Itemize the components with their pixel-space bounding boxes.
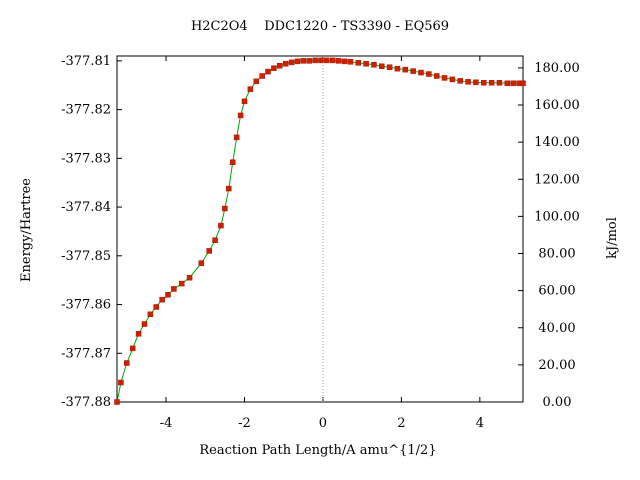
y-axis-ticks: -377.81 -377.82 -377.83 -377.84 -377.85 -377.… (61, 54, 122, 410)
data-point (135, 331, 142, 337)
y-axis-label: Energy/Hartree (19, 178, 34, 282)
data-point (418, 69, 424, 76)
data-point (433, 73, 440, 79)
data-point (496, 80, 503, 86)
data-point (171, 286, 177, 292)
y2-tick-label: 120.00 (534, 172, 580, 187)
x-tick-label: 0 (319, 416, 327, 431)
data-point (312, 57, 318, 64)
data-point (473, 79, 479, 86)
data-point (178, 280, 185, 287)
data-point (265, 68, 271, 75)
data-point (510, 80, 516, 87)
data-point (186, 274, 193, 281)
data-point (318, 57, 324, 64)
data-point (141, 321, 148, 327)
x-axis-ticks: -4 -2 0 2 4 (160, 56, 484, 431)
data-point (233, 134, 240, 141)
data-point (129, 345, 136, 352)
y2-tick-label: 100.00 (534, 209, 580, 224)
data-point (271, 65, 277, 71)
y2-tick-label: 80.00 (538, 247, 575, 262)
data-point (277, 63, 283, 69)
y2-tick-label: 140.00 (534, 135, 580, 150)
data-point (153, 304, 159, 310)
y-tick-label: -377.81 (61, 54, 111, 69)
y-tick-label: -377.88 (61, 395, 111, 410)
y-tick-label: -377.82 (61, 103, 111, 118)
data-point (520, 80, 526, 87)
energy-profile-points (114, 57, 526, 405)
y-tick-label: -377.84 (61, 200, 111, 215)
data-point (282, 61, 289, 67)
plot-frame (116, 55, 524, 403)
y2-tick-label: 0.00 (543, 395, 572, 410)
data-point (402, 66, 409, 73)
plot-area (114, 57, 526, 405)
data-point (259, 73, 265, 79)
y2-tick-label: 20.00 (538, 358, 575, 373)
x-tick-label: -2 (238, 416, 251, 431)
data-point (226, 185, 232, 192)
y2-tick-label: 160.00 (534, 98, 580, 113)
data-point (288, 59, 295, 66)
data-point (341, 58, 348, 65)
data-point (247, 86, 254, 92)
data-point (504, 80, 511, 87)
data-point (335, 58, 342, 64)
y-tick-label: -377.87 (61, 346, 111, 361)
data-point (488, 80, 495, 86)
data-point (212, 237, 218, 243)
x-tick-label: 4 (476, 416, 484, 431)
y2-tick-label: 180.00 (534, 61, 580, 76)
data-point (306, 58, 312, 64)
data-point (222, 205, 228, 212)
y-tick-label: -377.85 (61, 249, 111, 264)
data-point (300, 58, 307, 64)
data-point (324, 57, 330, 64)
data-point (241, 98, 248, 105)
data-point (481, 80, 487, 86)
data-point (457, 78, 463, 84)
x-tick-label: 2 (397, 416, 405, 431)
data-point (159, 296, 165, 303)
data-point (410, 68, 416, 74)
data-point (347, 59, 354, 65)
data-point (371, 62, 377, 68)
data-point (394, 65, 401, 72)
energy-profile-line (116, 59, 523, 403)
data-point (147, 311, 154, 318)
y-tick-label: -377.86 (61, 298, 111, 313)
data-point (363, 61, 369, 67)
data-point (386, 64, 393, 70)
y-tick-label: -377.83 (61, 151, 111, 166)
y2-tick-label: 40.00 (538, 321, 575, 336)
data-point (165, 292, 171, 298)
data-point (124, 360, 130, 366)
data-point (253, 78, 260, 85)
plot-border (116, 55, 524, 403)
y2-tick-label: 60.00 (538, 284, 575, 299)
data-point (198, 260, 205, 266)
data-point (379, 63, 385, 69)
data-point (330, 57, 336, 64)
chart-title: H2C2O4 DDC1220 - TS3390 - EQ569 (191, 19, 449, 34)
data-point (294, 58, 301, 65)
y2-axis-ticks: 0.00 20.00 40.00 60.00 80.00 100.00 120.00 140.… (518, 61, 580, 410)
data-point (114, 399, 120, 405)
data-point (237, 112, 244, 119)
data-point (218, 222, 224, 229)
x-tick-label: -4 (160, 416, 173, 431)
y2-axis-label: kJ/mol (605, 217, 620, 259)
data-point (355, 60, 361, 66)
data-point (118, 379, 124, 386)
data-point (426, 71, 432, 77)
data-point (229, 159, 236, 165)
x-axis-label: Reaction Path Length/A amu^{1/2} (199, 443, 436, 458)
data-point (465, 79, 471, 85)
data-point (449, 76, 456, 83)
data-point (206, 248, 212, 254)
data-point (441, 75, 448, 81)
